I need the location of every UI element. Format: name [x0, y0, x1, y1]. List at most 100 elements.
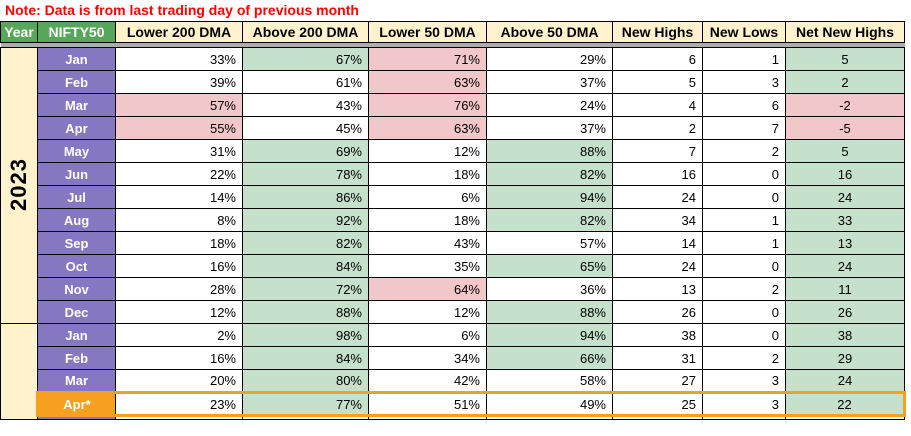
data-cell[interactable] [486, 415, 613, 420]
data-cell[interactable]: 11 [785, 277, 905, 301]
data-cell[interactable]: 71% [368, 47, 487, 71]
data-cell[interactable]: 1 [702, 208, 786, 232]
column-header-lower-50-dma[interactable]: Lower 50 DMA [368, 21, 487, 43]
data-cell[interactable]: 7 [702, 116, 786, 140]
data-cell[interactable]: 28% [115, 277, 243, 301]
data-cell[interactable]: 27 [612, 369, 703, 393]
column-header-net-new-highs[interactable]: Net New Highs [785, 21, 905, 43]
data-cell[interactable]: 55% [115, 116, 243, 140]
data-cell[interactable]: 34% [368, 346, 487, 370]
month-cell[interactable]: Mar [37, 93, 116, 117]
data-cell[interactable]: 5 [785, 47, 905, 71]
data-cell[interactable]: -5 [785, 116, 905, 140]
column-header-above-50-dma[interactable]: Above 50 DMA [486, 21, 613, 43]
data-cell[interactable]: 82% [486, 208, 613, 232]
data-cell[interactable]: 24 [785, 185, 905, 209]
data-cell[interactable]: 18% [115, 231, 243, 255]
data-cell[interactable]: 16% [115, 254, 243, 278]
data-cell[interactable]: 78% [242, 162, 369, 186]
month-cell[interactable]: Apr* [36, 391, 116, 417]
data-cell[interactable]: 16% [115, 346, 243, 370]
data-cell[interactable]: 37% [486, 70, 613, 94]
month-cell[interactable]: Nov [37, 277, 116, 301]
data-cell[interactable] [702, 415, 786, 420]
month-cell[interactable]: May [37, 139, 116, 163]
data-cell[interactable]: 22% [115, 162, 243, 186]
data-cell[interactable]: 13 [785, 231, 905, 255]
data-cell[interactable]: 31 [612, 346, 703, 370]
data-cell[interactable]: 24 [612, 185, 703, 209]
data-cell[interactable]: 88% [486, 139, 613, 163]
data-cell[interactable]: 2 [702, 277, 786, 301]
data-cell[interactable]: 16 [785, 162, 905, 186]
data-cell[interactable]: 0 [702, 162, 786, 186]
data-cell[interactable]: 3 [702, 70, 786, 94]
data-cell[interactable]: 18% [368, 208, 487, 232]
data-cell[interactable]: -2 [785, 93, 905, 117]
data-cell[interactable]: 6% [368, 185, 487, 209]
data-cell[interactable]: 14% [115, 185, 243, 209]
month-cell[interactable]: Feb [37, 70, 116, 94]
data-cell[interactable]: 6 [702, 93, 786, 117]
data-cell[interactable]: 1 [702, 47, 786, 71]
data-cell[interactable]: 45% [242, 116, 369, 140]
data-cell[interactable]: 0 [702, 323, 786, 347]
data-cell[interactable]: 26 [785, 300, 905, 324]
data-cell[interactable]: 80% [242, 369, 369, 393]
month-cell[interactable] [37, 415, 116, 420]
data-cell[interactable]: 77% [242, 391, 369, 417]
data-cell[interactable]: 14 [612, 231, 703, 255]
data-cell[interactable]: 94% [486, 185, 613, 209]
data-cell[interactable]: 63% [368, 116, 487, 140]
data-cell[interactable]: 76% [368, 93, 487, 117]
data-cell[interactable]: 38 [612, 323, 703, 347]
data-cell[interactable]: 2 [702, 346, 786, 370]
data-cell[interactable]: 31% [115, 139, 243, 163]
data-cell[interactable]: 16 [612, 162, 703, 186]
month-cell[interactable]: Sep [37, 231, 116, 255]
data-cell[interactable]: 5 [785, 139, 905, 163]
data-cell[interactable] [612, 415, 703, 420]
data-cell[interactable]: 88% [486, 300, 613, 324]
data-cell[interactable]: 12% [368, 139, 487, 163]
data-cell[interactable]: 72% [242, 277, 369, 301]
data-cell[interactable]: 2 [785, 70, 905, 94]
data-cell[interactable]: 6% [368, 323, 487, 347]
month-cell[interactable]: Jul [37, 185, 116, 209]
month-cell[interactable]: Dec [37, 300, 116, 324]
data-cell[interactable]: 63% [368, 70, 487, 94]
data-cell[interactable]: 65% [486, 254, 613, 278]
data-cell[interactable]: 22 [785, 391, 906, 417]
data-cell[interactable]: 57% [115, 93, 243, 117]
data-cell[interactable]: 64% [368, 277, 487, 301]
data-cell[interactable]: 6 [612, 47, 703, 71]
data-cell[interactable] [115, 415, 243, 420]
data-cell[interactable]: 24 [785, 369, 905, 393]
data-cell[interactable]: 66% [486, 346, 613, 370]
data-cell[interactable]: 4 [612, 93, 703, 117]
data-cell[interactable]: 1 [702, 231, 786, 255]
column-header-year[interactable]: Year [0, 21, 38, 43]
data-cell[interactable]: 51% [368, 391, 487, 417]
data-cell[interactable]: 61% [242, 70, 369, 94]
data-cell[interactable]: 43% [242, 93, 369, 117]
data-cell[interactable]: 57% [486, 231, 613, 255]
data-cell[interactable]: 86% [242, 185, 369, 209]
column-header-new-highs[interactable]: New Highs [612, 21, 703, 43]
column-header-new-lows[interactable]: New Lows [702, 21, 786, 43]
data-cell[interactable]: 8% [115, 208, 243, 232]
data-cell[interactable]: 13 [612, 277, 703, 301]
data-cell[interactable]: 82% [242, 231, 369, 255]
data-cell[interactable]: 2% [115, 323, 243, 347]
data-cell[interactable]: 23% [115, 391, 243, 417]
data-cell[interactable]: 34 [612, 208, 703, 232]
data-cell[interactable]: 25 [612, 391, 703, 417]
data-cell[interactable]: 84% [242, 254, 369, 278]
data-cell[interactable]: 35% [368, 254, 487, 278]
data-cell[interactable]: 38 [785, 323, 905, 347]
data-cell[interactable]: 26 [612, 300, 703, 324]
data-cell[interactable]: 58% [486, 369, 613, 393]
column-header-nifty50[interactable]: NIFTY50 [37, 21, 116, 43]
month-cell[interactable]: Jun [37, 162, 116, 186]
data-cell[interactable]: 39% [115, 70, 243, 94]
